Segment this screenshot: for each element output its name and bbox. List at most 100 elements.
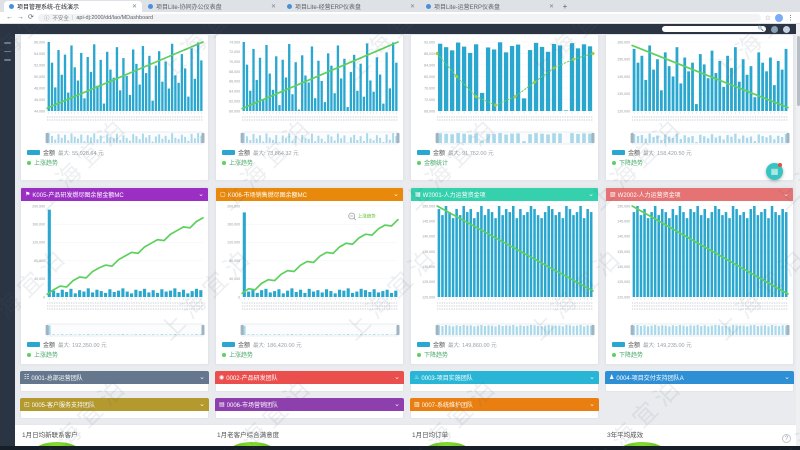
bar-line-chart[interactable]: 92,000 88,000 84,000 80,000 76,000 72,000 68,0… bbox=[411, 37, 598, 147]
chart-legend[interactable]: 金额 最大: 149,860.00 元 bbox=[411, 339, 598, 349]
legend-label: 金额 bbox=[238, 343, 251, 349]
menu-icon bbox=[4, 42, 11, 44]
trend-legend[interactable]: 上涨趋势 bbox=[216, 349, 403, 360]
trend-legend[interactable]: 下降趋势 bbox=[411, 349, 598, 360]
close-tab-icon[interactable]: ✕ bbox=[548, 4, 554, 10]
panel-header[interactable]: ♟ 0004-项目交付支持团队A ⌄ bbox=[605, 371, 794, 384]
chart-row-2: ⚑ K005-产品研发燃尽图余留金额MC ⌄ 200,000 160,000 120… bbox=[15, 187, 796, 365]
browser-tab-4[interactable]: 项目Lite-运营ERP仪表盘 ✕ bbox=[421, 1, 559, 12]
info-icon[interactable]: ⓘ bbox=[43, 15, 50, 22]
browser-tab-3[interactable]: 项目Lite-经营ERP仪表盘 ✕ bbox=[282, 1, 420, 12]
panel-header[interactable]: ▢ K006-市场销售燃尽图余额MC ⌄ bbox=[216, 188, 403, 201]
chevron-down-icon[interactable]: ⌄ bbox=[589, 400, 595, 408]
svg-text:80,000: 80,000 bbox=[424, 75, 435, 79]
svg-text:80,000: 80,000 bbox=[34, 259, 45, 263]
panel-header[interactable]: ▤ 0006-市场营销团队 ⌄ bbox=[215, 398, 404, 411]
browser-menu-icon[interactable]: ⋮ bbox=[787, 14, 794, 22]
panel-header[interactable]: ⚑ K005-产品研发燃尽图余留金额MC ⌄ bbox=[21, 188, 208, 201]
svg-text:140,000: 140,000 bbox=[617, 75, 630, 79]
favicon bbox=[9, 4, 14, 9]
panel-header[interactable]: ♨ 0003-项目实施团队 ⌄ bbox=[410, 371, 599, 384]
trend-label: 上涨趋势 bbox=[34, 353, 59, 359]
svg-text:88,000: 88,000 bbox=[424, 52, 435, 56]
legend-label: 金额 bbox=[43, 151, 56, 157]
trend-legend[interactable]: 上涨趋势 bbox=[21, 349, 208, 360]
browser-tab-1[interactable]: 项目管理系统-在线演示 ✕ bbox=[4, 1, 142, 12]
forward-icon[interactable]: → bbox=[17, 13, 24, 21]
address-bar[interactable]: ⓘ 不安全 | api-dj:2000/dd/lao/MDashboard bbox=[37, 13, 761, 22]
panel-header[interactable]: ◰ 0005-客户服务支持团队 ⌄ bbox=[20, 398, 209, 411]
team-row-2: ◰ 0005-客户服务支持团队 ⌄ ▤ 0006-市场营销团队 ⌄ ▥ 0007… bbox=[15, 398, 796, 419]
svg-text:80,000: 80,000 bbox=[229, 259, 240, 263]
bar-line-chart[interactable]: 74,000 72,000 70,000 68,000 66,000 64,000 62,0… bbox=[216, 37, 403, 147]
close-tab-icon[interactable]: ✕ bbox=[131, 4, 137, 10]
search-input[interactable]: 🔍 bbox=[662, 26, 766, 32]
bar-line-chart[interactable]: 160,000 150,000 140,000 130,000 120,000 bbox=[606, 37, 793, 147]
panel-title: 0001-总部运营团队 bbox=[31, 376, 83, 382]
reload-icon[interactable]: ⟳ bbox=[28, 13, 34, 21]
chart-legend[interactable]: 金额 最大: 149,235.00 元 bbox=[606, 339, 793, 349]
legend-label: 金额 bbox=[628, 151, 641, 157]
svg-text:135,000: 135,000 bbox=[422, 250, 435, 254]
bar-line-chart[interactable]: 150,000 145,000 140,000 135,000 130,000 125,0… bbox=[411, 201, 598, 339]
svg-text:46,000: 46,000 bbox=[34, 98, 45, 102]
trend-label: 上涨趋势 bbox=[229, 353, 254, 359]
browser-tab-2[interactable]: 项目Lite-协同办公仪表盘 ✕ bbox=[143, 1, 281, 12]
bookmark-star-icon[interactable]: ☆ bbox=[764, 14, 771, 22]
new-tab-button[interactable]: + bbox=[562, 2, 568, 11]
chart-legend[interactable]: 金额 最大: 91,752.00 元 bbox=[411, 147, 598, 157]
back-icon[interactable]: ← bbox=[6, 13, 13, 21]
favicon bbox=[426, 4, 431, 9]
chevron-down-icon[interactable]: ⌄ bbox=[589, 373, 595, 381]
svg-text:200,000: 200,000 bbox=[32, 204, 45, 208]
chart-legend[interactable]: 金额 最大: 73,864.32 元 bbox=[216, 147, 403, 157]
chevron-down-icon[interactable]: ⌄ bbox=[588, 190, 594, 198]
help-button[interactable]: ? bbox=[782, 434, 791, 443]
panel-header[interactable]: ◉ 0002-产品研发团队 ⌄ bbox=[215, 371, 404, 384]
chevron-down-icon[interactable]: ⌄ bbox=[393, 190, 399, 198]
scrollbar[interactable] bbox=[796, 24, 800, 446]
panel-body-collapsed bbox=[410, 411, 599, 419]
chevron-down-icon[interactable]: ⌄ bbox=[394, 400, 400, 408]
panel-header[interactable]: ▦ W2001-人力运营资金项 ⌄ bbox=[411, 188, 598, 201]
trend-legend[interactable]: 下降趋势 bbox=[606, 349, 793, 360]
bar-line-chart[interactable]: 150,000 145,000 140,000 135,000 130,000 125,0… bbox=[606, 201, 793, 339]
user-avatar[interactable] bbox=[783, 25, 790, 33]
chart-legend[interactable]: 金额 最大: 55,928.64 元 bbox=[21, 147, 208, 157]
chevron-down-icon[interactable]: ⌄ bbox=[394, 373, 400, 381]
panel-icon: ▨ bbox=[610, 192, 616, 198]
chart-legend[interactable]: 金额 最大: 192,350.00 元 bbox=[21, 339, 208, 349]
scrollbar-thumb[interactable] bbox=[796, 36, 800, 106]
panel-header[interactable]: ☷ 0001-总部运营团队 ⌄ bbox=[20, 371, 209, 384]
svg-text:74,000: 74,000 bbox=[229, 40, 240, 44]
trend-legend[interactable]: 上涨趋势 bbox=[21, 157, 208, 168]
chart-legend[interactable]: 金额 最大: 186,420.00 元 bbox=[216, 339, 403, 349]
svg-text:56,000: 56,000 bbox=[34, 40, 45, 44]
chevron-down-icon[interactable]: ⌄ bbox=[199, 373, 205, 381]
chart-legend[interactable]: 金额 最大: 158,420.50 元 bbox=[606, 147, 793, 157]
close-tab-icon[interactable]: ✕ bbox=[270, 4, 276, 10]
panel-body-collapsed bbox=[215, 411, 404, 419]
chevron-down-icon[interactable]: ⌄ bbox=[783, 190, 789, 198]
collapsed-sidebar[interactable] bbox=[0, 34, 15, 446]
chevron-down-icon[interactable]: ⌄ bbox=[199, 400, 205, 408]
svg-text:120,000: 120,000 bbox=[617, 295, 630, 299]
chart-panel-w2001: ▦ W2001-人力运营资金项 ⌄ 150,000 145,000 140,000 1… bbox=[410, 187, 599, 365]
notification-icon[interactable] bbox=[771, 25, 778, 33]
profile-avatar[interactable] bbox=[775, 13, 783, 22]
bar-line-chart[interactable]: 200,000 160,000 120,000 80,000 40,000 0 上涨趋势 bbox=[216, 201, 403, 339]
kpi-label: 1月日均订单 bbox=[412, 432, 449, 439]
chevron-down-icon[interactable]: ⌄ bbox=[784, 373, 790, 381]
svg-text:84,000: 84,000 bbox=[424, 63, 435, 67]
chevron-down-icon[interactable]: ⌄ bbox=[198, 190, 204, 198]
trend-legend[interactable]: 下降趋势 bbox=[606, 157, 793, 168]
bar-line-chart[interactable]: 56,000 54,000 52,000 50,000 48,000 46,000 44,0… bbox=[21, 37, 208, 147]
assistant-fab-button[interactable]: ▦ bbox=[766, 163, 783, 180]
close-tab-icon[interactable]: ✕ bbox=[409, 4, 415, 10]
trend-legend[interactable]: 金额统计 bbox=[411, 157, 598, 168]
bar-line-chart[interactable]: 200,000 160,000 120,000 80,000 40,000 0 bbox=[21, 201, 208, 339]
trend-legend[interactable]: 上涨趋势 bbox=[216, 157, 403, 168]
panel-header[interactable]: ▨ W2002-人力运营资金项 ⌄ bbox=[606, 188, 793, 201]
panel-header[interactable]: ▥ 0007-系统维护团队 ⌄ bbox=[410, 398, 599, 411]
svg-text:44,000: 44,000 bbox=[34, 109, 45, 113]
